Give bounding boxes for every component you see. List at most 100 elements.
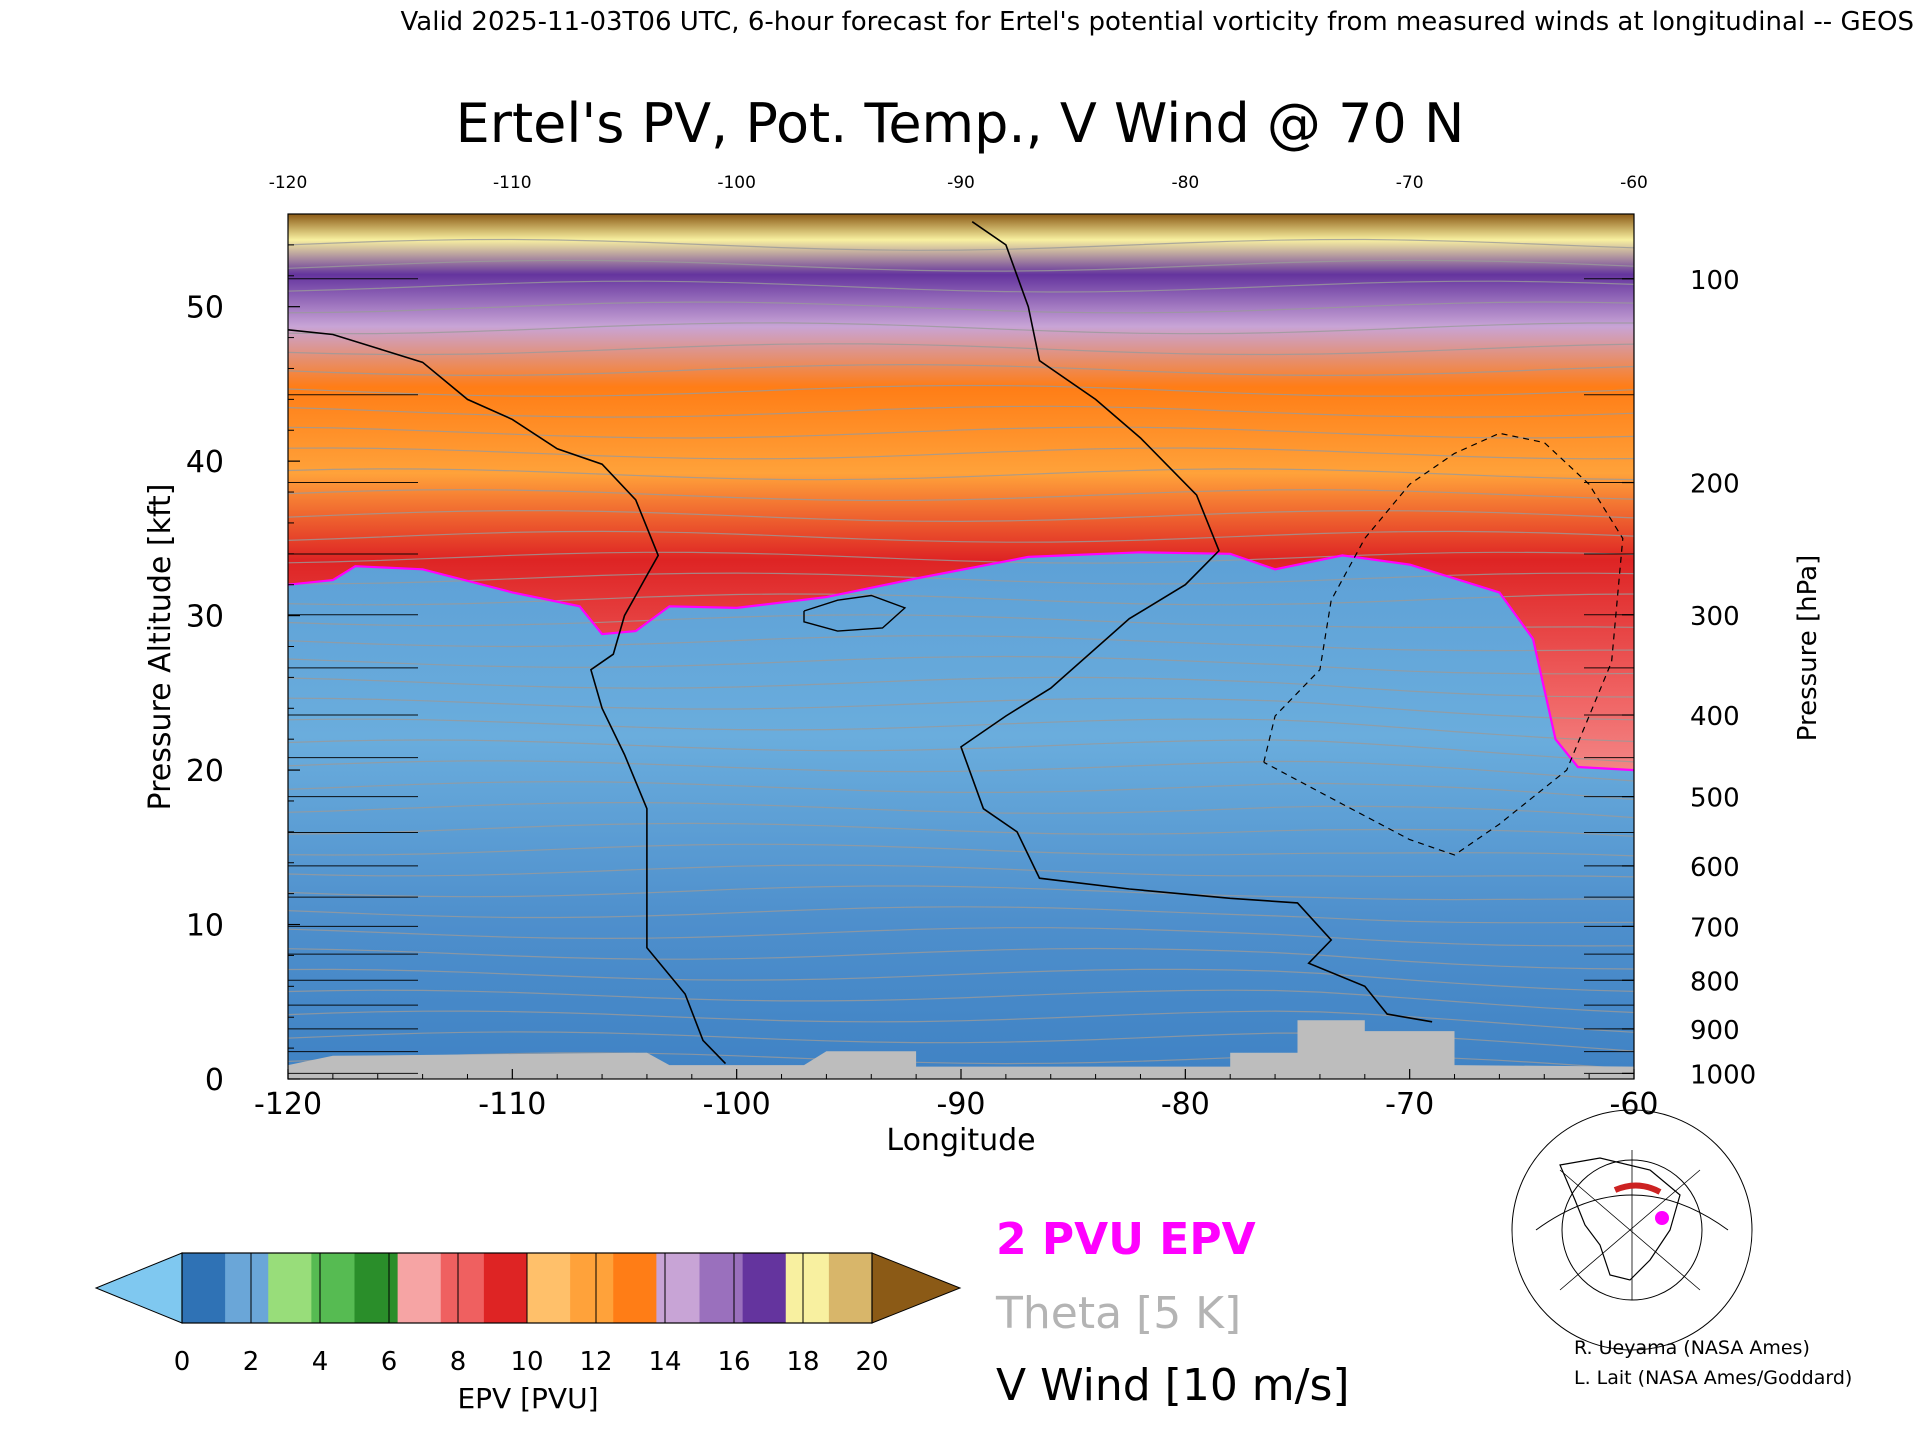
theta-contour [288,489,1634,502]
theta-contour [288,447,1634,460]
vwind-contour [803,594,907,632]
theta-contour [288,1010,1634,1033]
colorbar-segment [483,1253,528,1323]
legend-epv: 2 PVU EPV [996,1214,1256,1265]
theta-contour [288,572,1634,585]
colorbar-tick-label: 8 [450,1347,467,1377]
pressure-tick-label: 1000 [1690,1060,1756,1090]
theta-contours [288,238,1634,1070]
theta-contour [288,426,1634,439]
theta-contour [288,384,1634,397]
x-top-tick-label: -110 [493,173,532,193]
x-tick-label: -100 [703,1087,771,1122]
x-tick-label: -110 [478,1087,546,1122]
pressure-tick-label: 600 [1690,853,1740,883]
pressure-tick-label: 400 [1690,702,1740,732]
x-tick-label: -80 [1161,1087,1210,1122]
theta-contour [288,864,1634,878]
theta-contour [288,718,1634,743]
colorbar-segment [397,1253,442,1323]
colorbar-tick-label: 10 [510,1347,543,1377]
theta-contour [288,530,1634,543]
colorbar-segment [785,1253,830,1323]
theta-contour [288,927,1634,947]
x-axis-label: Longitude [886,1123,1035,1158]
x-top-tick-label: -100 [717,173,756,193]
colorbar-segment [440,1253,485,1323]
theta-contour [288,822,1634,837]
pressure-tick-label: 800 [1690,967,1740,997]
colorbar-segment [656,1253,700,1323]
theta-contour [288,843,1634,857]
colorbar-tick-label: 0 [174,1347,191,1377]
pressure-tick-label: 200 [1690,470,1740,500]
theta-contour [288,676,1634,698]
theta-contour [288,947,1634,970]
legend-theta: Theta [5 K] [995,1288,1241,1339]
colorbar-high-extension [871,1252,962,1324]
theta-contour [288,238,1634,251]
colorbar-segment [570,1253,614,1323]
inset-map-track [1613,1182,1662,1195]
colorbar-label: EPV [PVU] [457,1382,598,1415]
theta-contour [288,468,1634,481]
colorbar-tick-label: 6 [381,1347,398,1377]
colorbar-segment [354,1253,399,1323]
y-tick-label: 40 [186,445,224,480]
y-tick-label: 0 [205,1063,224,1098]
terrain [288,1020,1634,1079]
x-top-tick-label: -90 [947,173,975,193]
colorbar-low-extension [94,1252,183,1324]
colorbar-tick-label: 12 [579,1347,612,1377]
pressure-tick-label: 700 [1690,913,1740,943]
colorbar-segment [613,1253,657,1323]
theta-contour [288,551,1634,564]
y-tick-label: 30 [186,600,224,635]
inset-map-coastline [1559,1157,1681,1281]
theta-contour [288,906,1634,924]
y-axis-label: Pressure Altitude [kft] [143,484,178,811]
y-tick-label: 50 [186,291,224,326]
colorbar-segment [182,1253,226,1323]
colorbar-tick-label: 16 [717,1347,750,1377]
inset-map [1511,1109,1753,1351]
theta-contour [288,655,1634,675]
inset-map-graticule [1511,1109,1753,1351]
theta-contour [288,781,1634,800]
inset-map-graticule [1559,1150,1701,1300]
theta-contour [288,405,1634,418]
theta-contour [288,363,1634,377]
epv-2pvu-contour [288,551,1634,772]
x-top-tick-label: -70 [1396,173,1424,193]
theta-contour [288,322,1634,335]
pressure-tick-label: 500 [1690,784,1740,814]
chart-title: Ertel's PV, Pot. Temp., V Wind @ 70 N [456,92,1465,155]
plot-area [288,214,1634,1079]
theta-contour [288,259,1634,272]
colorbar-segment [225,1253,269,1323]
theta-contour [288,280,1634,293]
y-tick-label: 10 [186,909,224,944]
theta-contour [288,760,1634,782]
theta-contour [288,343,1634,356]
theta-contour [288,301,1634,314]
credit-line-1: R. Ueyama (NASA Ames) [1574,1337,1810,1359]
pressure-tick-label: 900 [1690,1016,1740,1046]
x-tick-label: -120 [254,1087,322,1122]
vwind-negative-contour [1263,432,1624,856]
vwind-contour [288,329,727,1065]
x-top-tick-label: -120 [269,173,308,193]
colorbar-segment [527,1253,571,1323]
theta-contour [288,635,1634,652]
valid-time-header: Valid 2025-11-03T06 UTC, 6-hour forecast… [401,7,1914,37]
theta-contour [288,968,1634,992]
x-tick-label: -90 [937,1087,986,1122]
theta-contour [288,697,1634,721]
theta-contour [288,989,1634,1014]
theta-contour [288,614,1634,628]
x-top-tick-label: -80 [1171,173,1199,193]
theta-contour [288,509,1634,523]
y2-axis-label: Pressure [hPa] [1793,555,1823,742]
colorbar-segment [268,1253,312,1323]
